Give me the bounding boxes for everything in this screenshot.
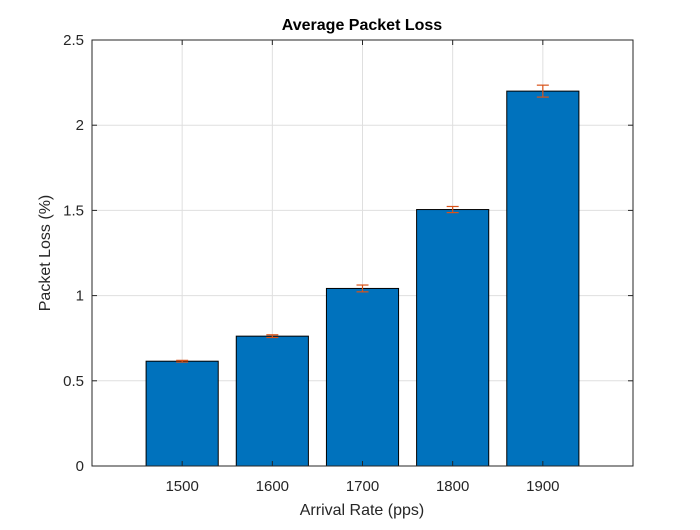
y-tick-label: 0	[76, 458, 84, 475]
y-tick-label: 0.5	[63, 373, 84, 390]
x-tick-label: 1500	[165, 478, 198, 495]
bar	[325, 287, 400, 467]
y-tick-label: 2	[76, 117, 84, 134]
error-bar	[536, 84, 549, 98]
bar	[235, 335, 309, 467]
y-axis-label: Packet Loss (%)	[37, 195, 54, 311]
chart-title: Average Packet Loss	[282, 17, 442, 34]
x-tick-label: 1800	[436, 478, 469, 495]
ticks: 0 0.5 1 1.5 2 2.5 1500 1600 1700 1800 1900	[63, 32, 633, 495]
bar	[416, 209, 490, 467]
x-tick-label: 1700	[346, 478, 379, 495]
bars	[145, 90, 580, 467]
error-bar	[266, 334, 279, 339]
error-bar	[176, 359, 189, 363]
error-bars	[176, 84, 549, 363]
y-tick-label: 1.5	[63, 202, 84, 219]
bar	[506, 90, 580, 467]
x-tick-label: 1600	[256, 478, 289, 495]
error-bar	[446, 205, 459, 214]
y-tick-label: 2.5	[63, 32, 84, 49]
x-axis-label: Arrival Rate (pps)	[300, 502, 424, 519]
y-tick-label: 1	[76, 288, 84, 305]
error-bar	[356, 284, 369, 293]
x-tick-label: 1900	[526, 478, 559, 495]
bar	[145, 360, 219, 467]
